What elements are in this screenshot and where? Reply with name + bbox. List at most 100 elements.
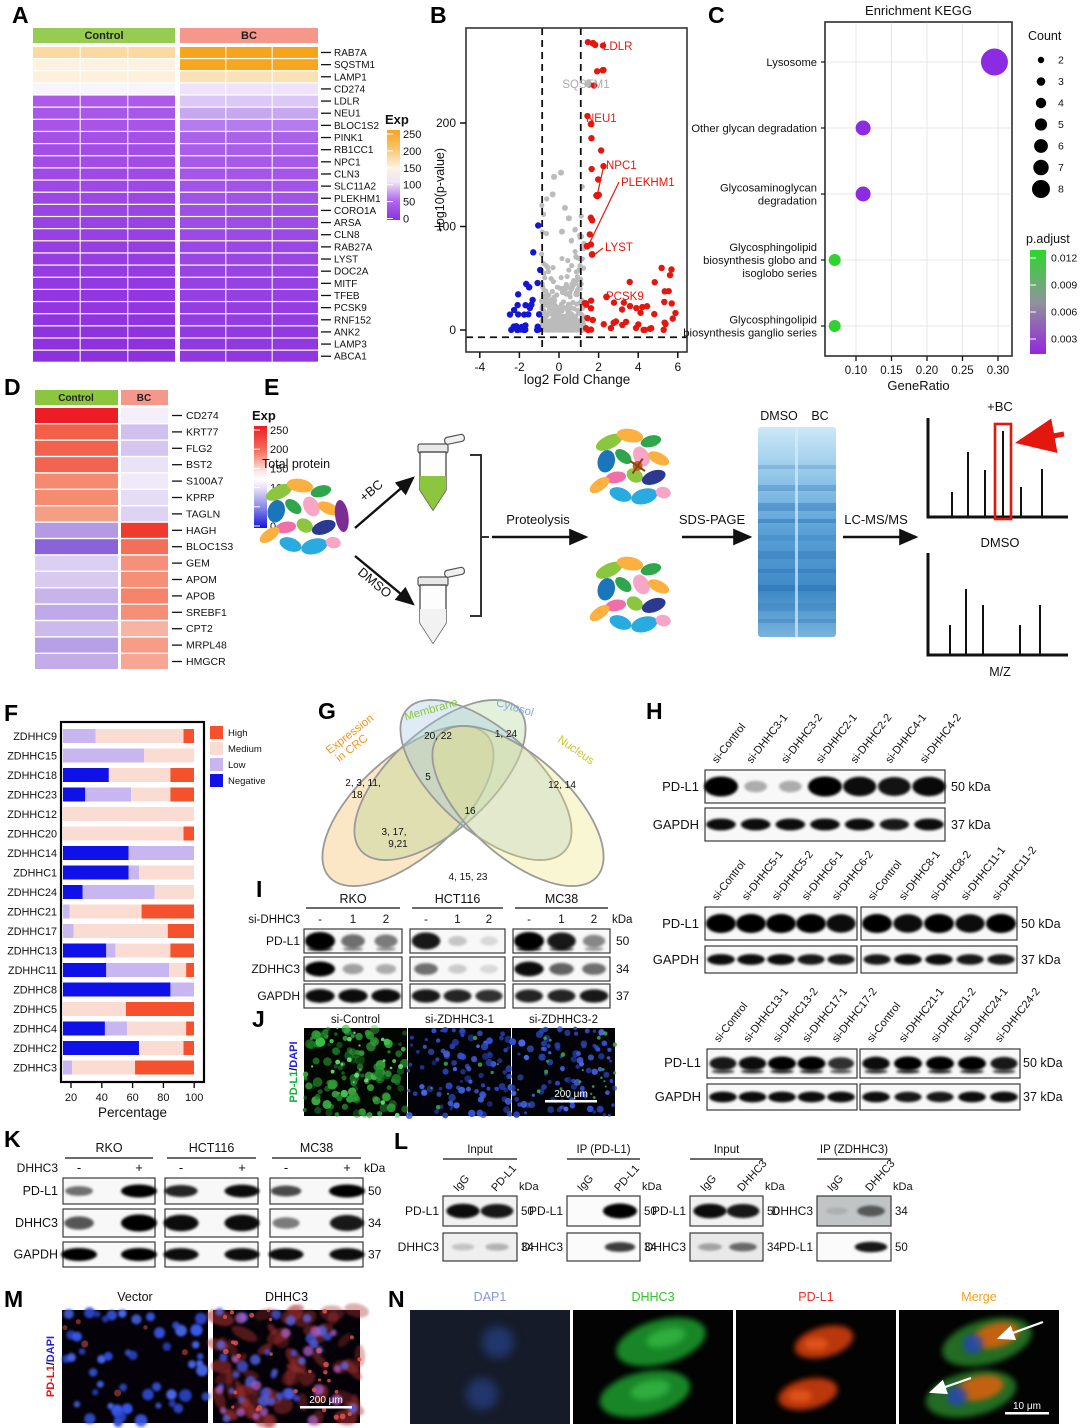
heatmap-cell [80,156,128,168]
venn-region-count: 4, 15, 23 [449,872,488,883]
count-legend-value: 5 [1058,119,1064,131]
heatmap-cell [272,132,318,143]
x-tick: 100 [185,1092,203,1104]
protein-band [582,934,606,948]
highlight-arrow [1015,418,1065,453]
scale-bar [545,1100,597,1103]
gene-label: ZDHHC11 [8,965,57,977]
heatmap-cell [35,457,118,473]
protein-band [451,1243,475,1251]
panel-n-label: N [388,1286,405,1312]
protein-band [770,1069,794,1074]
venn-region-count: 2, 3, 11, [345,778,380,789]
panel-f-bars: ZDHHC9 ZDHHC15 ZDHHC18 ZDHHC23 ZDHHC12 ZDHHC2… [7,720,266,1120]
row-label: ZDHHC3 [251,962,300,976]
kda-label: 50 [616,934,630,948]
heatmap-cell [180,168,226,180]
kda-label: 50 [895,1242,908,1254]
venn-region-count: 9,21 [388,839,408,850]
gene-label: LAMP3 [334,340,367,351]
heatmap-cell [121,637,168,653]
heatmap-cell [128,59,175,71]
protein-band [796,914,826,933]
protein-band [443,989,472,1003]
heatmap-cell [33,265,80,277]
panel-d-label: D [4,374,21,400]
bar-segment [154,885,194,899]
gene-label: ZDHHC20 [7,829,57,841]
bar-segment [183,729,194,743]
kda-label: 34 [368,1216,382,1230]
lane-label: 1 [350,914,356,926]
lane-label: + [135,1160,143,1175]
mz-label: M/Z [989,665,1011,679]
heatmap-cell [226,338,272,350]
heatmap-cell [272,168,318,180]
block-title: IP (ZDHHC3) [820,1144,888,1156]
kegg-term: biosynthesis ganglio series [683,328,817,340]
heatmap-cell [33,132,80,143]
tube [417,566,466,645]
x-tick: 0 [556,360,563,374]
heatmap-cell [128,350,175,362]
protein-band [864,1069,888,1074]
panel-m-if: Vector DHHC3 PD-L1/DAPI 200 μm [45,1290,369,1428]
heatmap-cell [121,572,168,587]
gene-label: RNF152 [334,315,372,326]
x-axis-label: GeneRatio [887,378,949,393]
lane-label: IgG [825,1173,846,1194]
cell-line-label: RKO [339,892,366,906]
colorbar-tick: 150 [403,163,421,175]
panel-g-label: G [318,698,336,724]
bar-segment [106,943,116,958]
heatmap-cell [226,119,272,131]
heatmap-cell [80,119,128,131]
heatmap-cell [226,277,272,289]
heatmap-cell [80,302,128,314]
kegg-term: Other glycan degradation [691,123,817,135]
protein-band [775,818,806,831]
protein-band [709,1056,737,1071]
scale-label: 200 μm [309,1395,343,1406]
protein-band [704,776,738,797]
panel-n-if: DAP1 DHHC3 PD-L1 Merge 10 μm [410,1290,1059,1424]
text-label: BC [241,30,257,42]
kegg-dot [828,254,841,266]
protein-band [986,914,1016,933]
gene-label: ZDHHC14 [7,848,57,860]
bar-segment [106,963,170,977]
protein-band [893,914,923,933]
heatmap-cell [226,241,272,253]
protein-blobs [589,428,671,505]
colorbar-tick: 200 [270,444,288,456]
legend-swatch [210,774,223,787]
protein-band [549,962,574,976]
bar-segment [95,729,184,743]
text-label: Control [84,30,123,42]
y-axis-label: -log10(p-value) [433,148,447,232]
gene-label: LAMP1 [334,72,367,83]
column-label: si-Control [331,1014,380,1026]
protein-band [926,1091,954,1103]
venn-ellipse [431,725,605,887]
heatmap-cell [180,241,226,253]
panel-h-blots: si-Controlsi-DHHC3-1si-DHHC3-2si-DHHC2-1… [653,712,1063,1111]
heatmap-cell [128,277,175,289]
heatmap-cell [80,350,128,362]
heatmap-cell [180,350,226,362]
heatmap-cell [180,144,226,156]
protein-band [329,1248,365,1261]
heatmap-cell [33,59,80,71]
legend-title: Exp [252,408,276,423]
heatmap-cell [180,107,226,119]
gene-label: HAGH [186,525,216,537]
x-tick: 0.30 [987,365,1009,377]
cell-line-label: MC38 [300,1141,333,1155]
heatmap-cell [226,59,272,71]
protein-band [224,1214,260,1232]
panel-d-heatmap: Control BC CD274 KRT77 FLG2 BST2 S100A7 KPRP TAG… [35,390,288,669]
gene-label: GEM [186,558,210,570]
heatmap-cell [33,338,80,350]
heatmap-cell [128,95,175,107]
protein-band [862,914,892,933]
